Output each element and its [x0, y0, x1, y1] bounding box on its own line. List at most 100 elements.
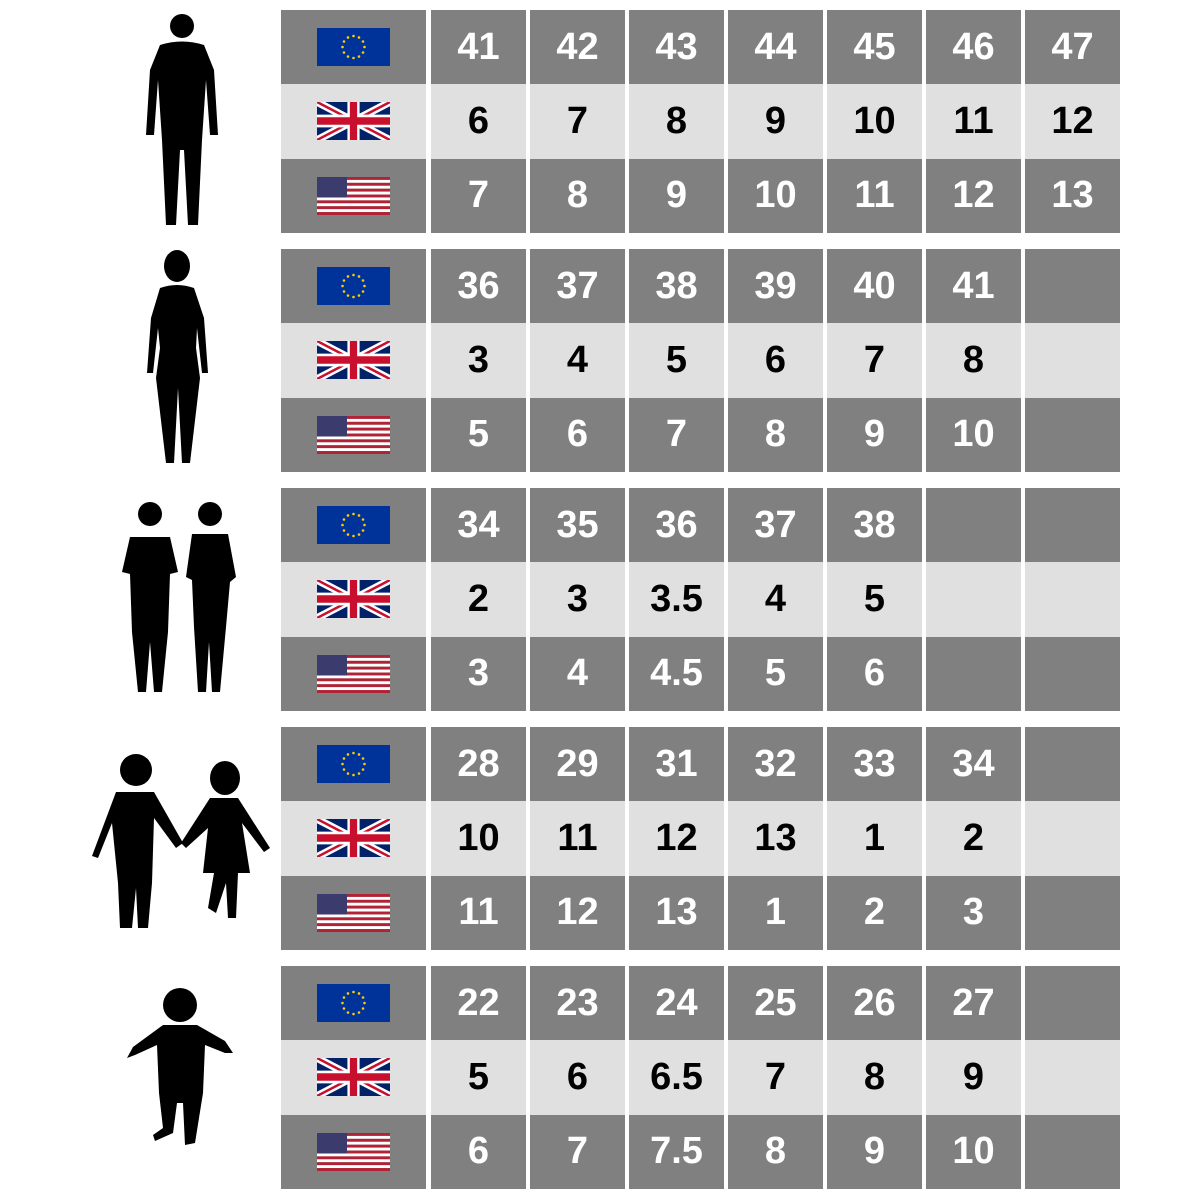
flag-cell	[281, 397, 426, 472]
size-cell-us: 10	[926, 397, 1021, 472]
size-cell-us: 1	[728, 875, 823, 950]
size-cell-us	[1025, 1114, 1120, 1189]
size-cell-eu: 46	[926, 10, 1021, 85]
size-cell-uk: 2	[926, 801, 1021, 876]
size-cell-us: 10	[728, 158, 823, 233]
size-cell-eu: 24	[629, 966, 724, 1041]
size-cell-eu: 38	[629, 249, 724, 324]
eu-flag-icon	[317, 745, 390, 784]
size-cell-us: 11	[827, 158, 922, 233]
size-cell-uk: 8	[827, 1040, 922, 1115]
us-flag-icon	[317, 176, 390, 215]
size-cell-eu: 41	[431, 10, 526, 85]
flag-cell	[281, 966, 426, 1041]
us-flag-icon	[317, 654, 390, 693]
size-cell-uk: 7	[530, 84, 625, 159]
size-cell-eu: 35	[530, 488, 625, 563]
us-flag-icon	[317, 415, 390, 454]
size-cell-eu: 32	[728, 727, 823, 802]
size-cell-uk: 5	[629, 323, 724, 398]
flag-cell	[281, 727, 426, 802]
size-cell-eu: 38	[827, 488, 922, 563]
size-cell-uk: 1	[827, 801, 922, 876]
children-holding-hands-silhouette-icon	[88, 748, 273, 938]
size-cell-us: 5	[728, 636, 823, 711]
size-cell-uk: 12	[1025, 84, 1120, 159]
size-cell-uk: 6	[431, 84, 526, 159]
size-cell-us: 9	[629, 158, 724, 233]
uk-flag-icon	[317, 102, 390, 141]
size-cell-eu: 42	[530, 10, 625, 85]
size-cell-eu: 22	[431, 966, 526, 1041]
size-cell-uk: 7	[827, 323, 922, 398]
size-cell-us: 6	[530, 397, 625, 472]
size-cell-eu: 34	[926, 727, 1021, 802]
size-cell-eu: 31	[629, 727, 724, 802]
flag-cell	[281, 323, 426, 398]
size-cell-uk: 6.5	[629, 1040, 724, 1115]
size-cell-eu: 27	[926, 966, 1021, 1041]
size-cell-eu	[1025, 488, 1120, 563]
uk-flag-icon	[317, 1058, 390, 1097]
man-silhouette-icon	[142, 10, 222, 235]
size-cell-eu: 33	[827, 727, 922, 802]
size-cell-us: 6	[431, 1114, 526, 1189]
size-cell-uk: 3.5	[629, 562, 724, 637]
flag-cell	[281, 488, 426, 563]
size-cell-uk: 7	[728, 1040, 823, 1115]
size-cell-us: 6	[827, 636, 922, 711]
size-cell-uk: 3	[530, 562, 625, 637]
size-cell-us: 13	[1025, 158, 1120, 233]
size-cell-uk: 9	[926, 1040, 1021, 1115]
size-cell-us: 7	[629, 397, 724, 472]
size-cell-us: 8	[530, 158, 625, 233]
size-cell-us	[1025, 875, 1120, 950]
size-cell-uk: 11	[530, 801, 625, 876]
flag-cell	[281, 875, 426, 950]
size-cell-uk	[926, 562, 1021, 637]
size-cell-uk: 4	[728, 562, 823, 637]
size-cell-uk: 8	[629, 84, 724, 159]
size-cell-uk: 8	[926, 323, 1021, 398]
size-cell-us	[1025, 397, 1120, 472]
size-cell-uk	[1025, 562, 1120, 637]
size-cell-uk: 5	[827, 562, 922, 637]
size-cell-us: 7	[431, 158, 526, 233]
flag-cell	[281, 1114, 426, 1189]
size-cell-eu: 44	[728, 10, 823, 85]
size-cell-eu: 39	[728, 249, 823, 324]
size-cell-us	[926, 636, 1021, 711]
size-cell-uk: 3	[431, 323, 526, 398]
size-cell-eu	[1025, 727, 1120, 802]
size-cell-uk: 6	[530, 1040, 625, 1115]
size-cell-uk: 9	[728, 84, 823, 159]
size-cell-us: 3	[926, 875, 1021, 950]
size-cell-eu: 25	[728, 966, 823, 1041]
teens-silhouette-icon	[118, 492, 248, 707]
size-cell-uk: 11	[926, 84, 1021, 159]
size-cell-eu: 45	[827, 10, 922, 85]
size-cell-eu	[1025, 966, 1120, 1041]
size-cell-us: 8	[728, 397, 823, 472]
size-cell-eu: 36	[431, 249, 526, 324]
eu-flag-icon	[317, 506, 390, 545]
size-cell-eu	[1025, 249, 1120, 324]
size-cell-us: 11	[431, 875, 526, 950]
size-cell-uk	[1025, 1040, 1120, 1115]
uk-flag-icon	[317, 341, 390, 380]
size-cell-eu: 26	[827, 966, 922, 1041]
size-cell-us	[1025, 636, 1120, 711]
size-cell-eu: 36	[629, 488, 724, 563]
size-cell-eu	[926, 488, 1021, 563]
size-cell-us: 9	[827, 1114, 922, 1189]
size-cell-us: 12	[926, 158, 1021, 233]
size-cell-eu: 37	[530, 249, 625, 324]
flag-cell	[281, 636, 426, 711]
size-cell-uk: 13	[728, 801, 823, 876]
size-cell-uk: 12	[629, 801, 724, 876]
size-cell-eu: 47	[1025, 10, 1120, 85]
size-cell-eu: 43	[629, 10, 724, 85]
size-cell-us: 7	[530, 1114, 625, 1189]
size-cell-uk	[1025, 323, 1120, 398]
size-cell-eu: 23	[530, 966, 625, 1041]
